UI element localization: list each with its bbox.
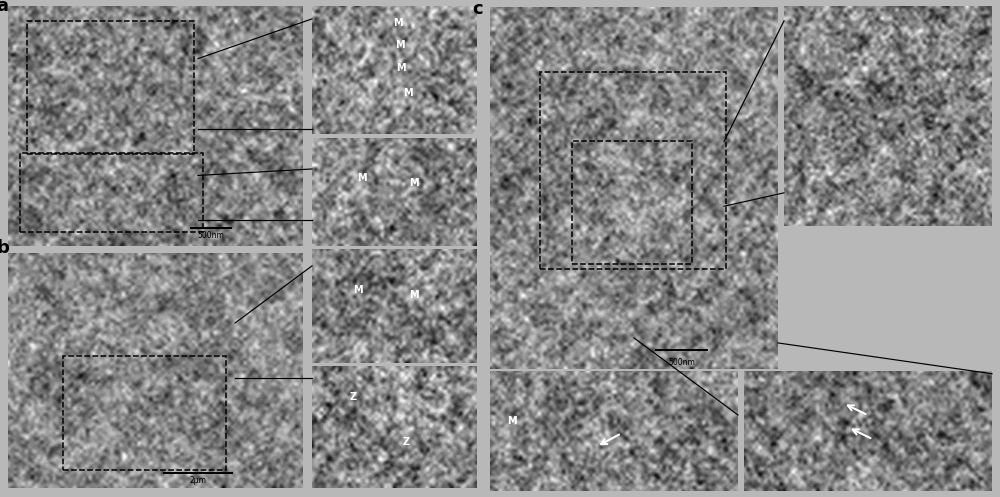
Text: c: c <box>473 0 483 18</box>
Text: 2μm: 2μm <box>190 476 207 485</box>
Text: b: b <box>0 240 9 257</box>
Bar <box>27 21 194 154</box>
Bar <box>20 153 203 232</box>
Text: a: a <box>0 0 8 15</box>
Text: Z: Z <box>402 437 410 447</box>
Text: M: M <box>409 290 419 300</box>
Bar <box>540 72 726 269</box>
Text: 500nm: 500nm <box>668 358 695 367</box>
Text: M: M <box>393 18 403 28</box>
Text: M: M <box>353 285 363 295</box>
Text: M: M <box>508 415 517 426</box>
Bar <box>572 141 692 264</box>
Bar <box>63 355 226 471</box>
Text: Z: Z <box>350 393 357 403</box>
Text: M: M <box>403 88 413 98</box>
Text: M: M <box>396 63 406 74</box>
Text: M: M <box>409 178 419 188</box>
Text: M: M <box>357 173 366 183</box>
Text: M: M <box>395 40 404 50</box>
Text: 500nm: 500nm <box>198 231 224 241</box>
